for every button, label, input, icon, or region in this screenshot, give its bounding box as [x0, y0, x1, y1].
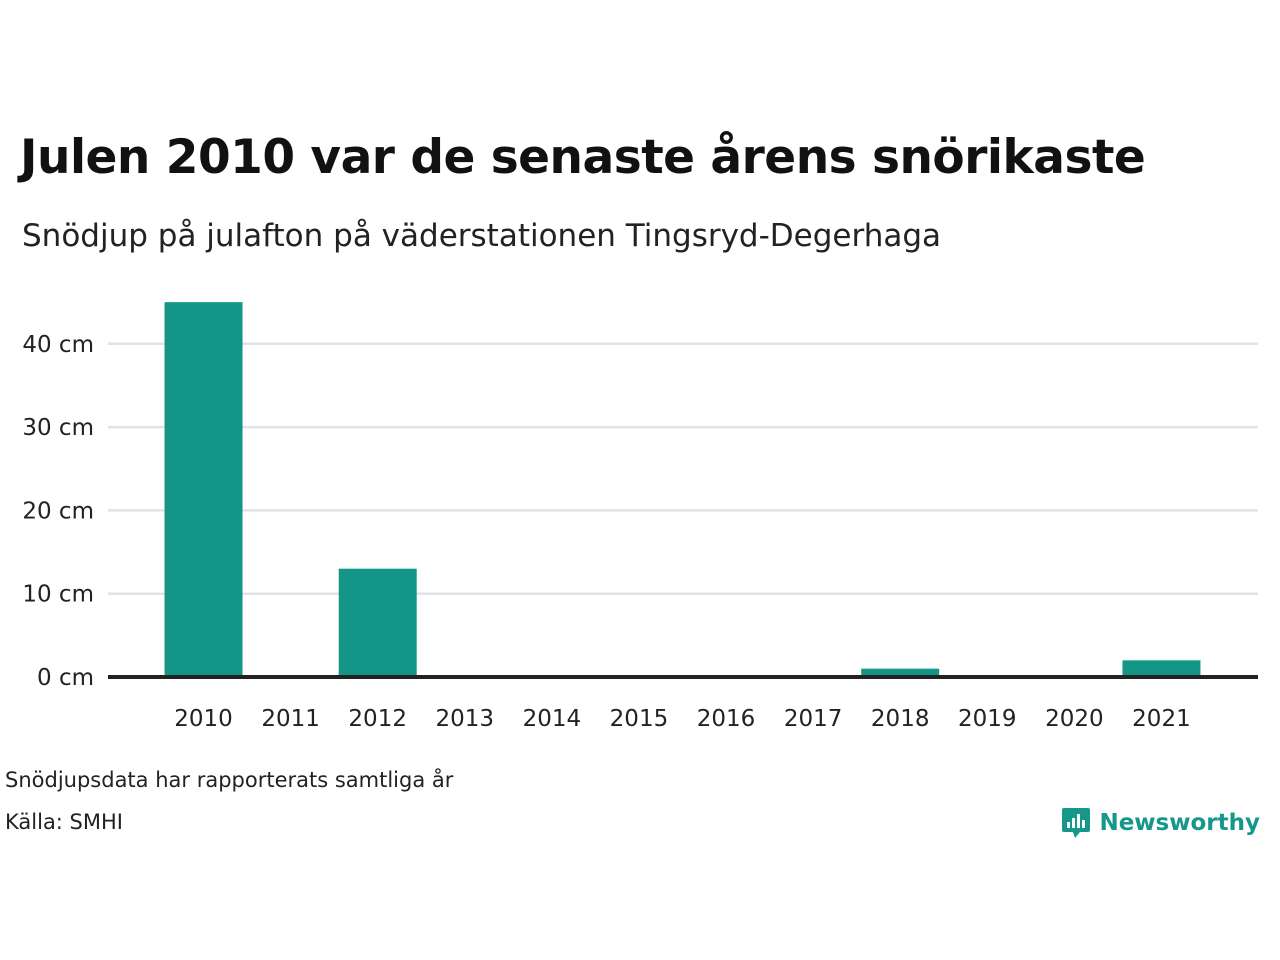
chart-title: Julen 2010 var de senaste årens snörikas…	[20, 130, 1146, 185]
x-axis-tick-labels: 2010 2011 2012 2013 2014 2015 2016 2017 2018 2019…	[174, 706, 1190, 732]
bar-2018	[861, 668, 940, 677]
y-tick-label: 20 cm	[22, 498, 94, 524]
y-axis-tick-labels: 0 cm 10 cm 20 cm 30 cm 40 cm	[22, 332, 94, 691]
bars	[164, 302, 1201, 677]
brand-logo[interactable]: Newsworthy	[1061, 806, 1260, 840]
bar-2010	[164, 302, 243, 677]
footnote: Snödjupsdata har rapporterats samtliga å…	[5, 768, 454, 792]
y-tick-label: 40 cm	[22, 332, 94, 358]
x-tick-label: 2020	[1045, 706, 1104, 732]
x-tick-label: 2021	[1132, 706, 1191, 732]
y-tick-label: 30 cm	[22, 415, 94, 441]
x-tick-label: 2014	[523, 706, 582, 732]
x-tick-label: 2016	[697, 706, 756, 732]
x-tick-label: 2010	[174, 706, 233, 732]
y-tick-label: 0 cm	[37, 665, 94, 691]
x-tick-label: 2013	[436, 706, 495, 732]
x-tick-label: 2017	[784, 706, 843, 732]
newsworthy-logo-icon	[1062, 808, 1091, 838]
x-tick-label: 2012	[348, 706, 407, 732]
y-tick-label: 10 cm	[22, 582, 94, 608]
bar-2021	[1122, 660, 1201, 677]
x-tick-label: 2019	[958, 706, 1017, 732]
chart-subtitle: Snödjup på julafton på väderstationen Ti…	[22, 218, 942, 254]
x-tick-label: 2011	[261, 706, 320, 732]
bar-2012	[338, 568, 417, 677]
source-credit: Källa: SMHI	[5, 810, 123, 834]
brand-name: Newsworthy	[1099, 810, 1260, 836]
x-tick-label: 2018	[871, 706, 930, 732]
gridlines	[108, 342, 1258, 595]
x-tick-label: 2015	[610, 706, 669, 732]
